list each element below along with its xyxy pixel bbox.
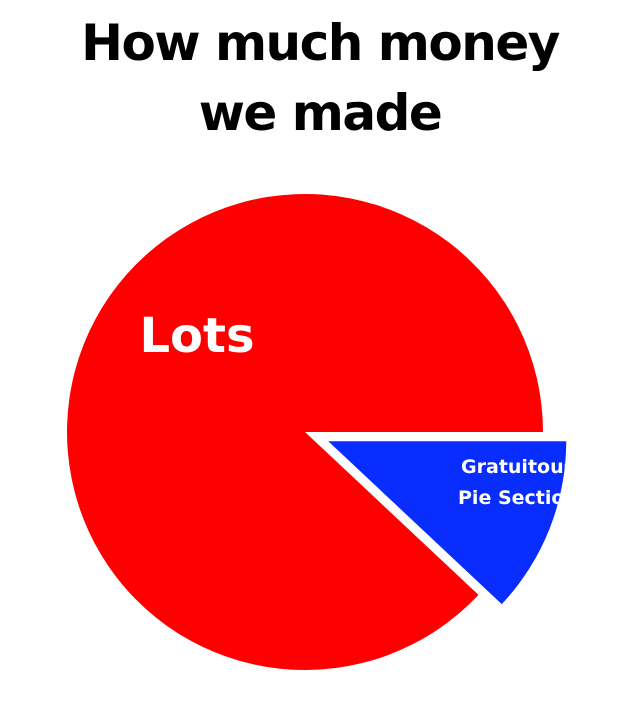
chart-title-line-2: we made: [198, 84, 443, 142]
pie-slices: [67, 194, 567, 670]
pie-slice-labels: Lots Gratuitous Pie Section: [139, 308, 577, 509]
pie-slice-label-line: Pie Section: [458, 487, 578, 509]
pie-slice-label-line: Gratuitous: [461, 456, 575, 478]
pie-slice-label-line: Lots: [139, 308, 254, 364]
chart-title: How much money we made: [0, 8, 640, 148]
pie-slice-label-lots: Lots: [139, 308, 254, 364]
pie-slice-label-gratuitous-pie-section: Gratuitous Pie Section: [458, 456, 578, 509]
pie-slice-lots: [67, 194, 544, 670]
chart-title-line-1: How much money: [81, 14, 560, 72]
pie-slice-gratuitous-pie-section: [328, 441, 567, 605]
